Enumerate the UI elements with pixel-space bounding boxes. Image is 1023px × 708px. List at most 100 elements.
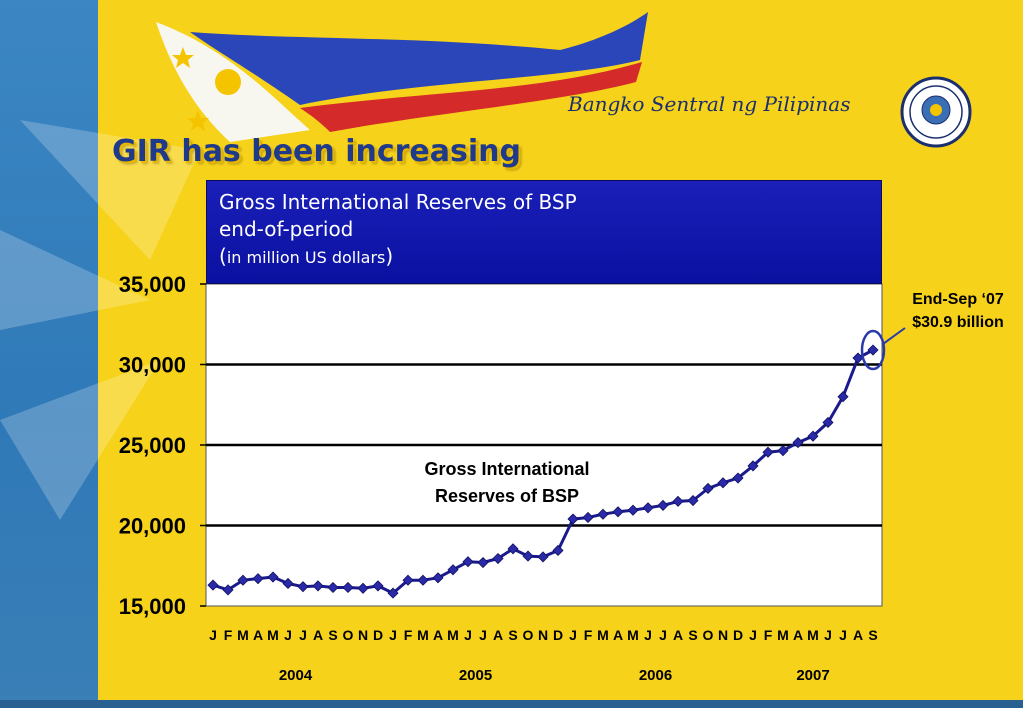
y-tick-label: 20,000 — [119, 514, 186, 539]
data-point — [537, 551, 549, 563]
year-label: 2005 — [459, 667, 492, 684]
data-point — [297, 581, 309, 593]
data-point — [672, 495, 684, 507]
x-tick-label: F — [584, 627, 593, 643]
x-tick-label: J — [299, 627, 307, 643]
x-tick-label: J — [284, 627, 292, 643]
chart-title-line-1: Gross International Reserves of BSP — [219, 190, 577, 214]
data-point — [342, 581, 354, 594]
x-tick-label: J — [839, 627, 847, 643]
data-point — [402, 574, 414, 586]
data-point — [657, 499, 669, 511]
philippine-flag-icon — [156, 12, 648, 142]
x-tick-label: A — [853, 627, 863, 643]
y-axis: 15,000 20,000 25,000 30,000 35,000 — [119, 272, 206, 619]
data-point — [702, 482, 714, 495]
slide-title: GIR has been increasing — [112, 134, 521, 169]
y-tick-label: 15,000 — [119, 594, 186, 619]
x-tick-label: O — [523, 627, 534, 643]
x-tick-label: A — [493, 627, 503, 643]
data-point — [477, 556, 489, 569]
data-point — [492, 552, 504, 565]
year-label: 2006 — [639, 667, 672, 684]
data-point — [417, 574, 429, 586]
data-point — [327, 581, 339, 594]
data-point — [252, 573, 264, 585]
annotation-leader — [882, 327, 906, 345]
data-point — [267, 571, 279, 583]
data-point — [597, 508, 609, 520]
x-tick-label: M — [807, 627, 819, 643]
x-tick-label: J — [749, 627, 757, 643]
x-tick-label: F — [404, 627, 413, 643]
x-tick-label: M — [267, 627, 279, 643]
series-gir — [207, 344, 879, 599]
data-point — [387, 587, 399, 599]
data-point — [357, 582, 369, 594]
data-point — [312, 580, 324, 592]
data-point — [822, 416, 834, 429]
year-axis: 2004 2005 2006 2007 — [279, 667, 830, 684]
chart-unit-text: in million US dollars — [226, 248, 386, 267]
x-tick-label: O — [703, 627, 714, 643]
data-point — [237, 574, 249, 586]
data-point — [732, 472, 744, 484]
data-point — [687, 494, 699, 507]
series-label-line-2: Reserves of BSP — [435, 486, 579, 506]
x-tick-label: J — [479, 627, 487, 643]
end-annotation-label: End-Sep ‘07 $30.9 billion — [893, 288, 1023, 334]
year-label: 2007 — [796, 667, 829, 684]
chart-unit: (in million US dollars) — [219, 244, 394, 268]
x-tick-label: S — [868, 627, 877, 643]
x-tick-label: M — [627, 627, 639, 643]
data-point — [762, 446, 774, 458]
data-point — [282, 577, 294, 590]
data-point — [642, 502, 654, 514]
x-tick-label: J — [464, 627, 472, 643]
x-tick-label: A — [253, 627, 263, 643]
end-annotation-line-2: $30.9 billion — [912, 314, 1004, 331]
data-point — [747, 460, 759, 472]
data-point — [207, 579, 219, 591]
x-tick-label: N — [358, 627, 368, 643]
bsp-seal-icon — [900, 76, 972, 148]
bottom-band — [0, 700, 1023, 708]
x-tick-label: M — [597, 627, 609, 643]
x-tick-label: M — [417, 627, 429, 643]
data-point — [612, 506, 624, 518]
y-tick-label: 30,000 — [119, 353, 186, 378]
annotation-circle — [860, 329, 886, 371]
brand-name: Bangko Sentral ng Pilipinas — [568, 92, 851, 116]
data-point — [432, 572, 444, 584]
chart-header-box: Gross International Reserves of BSP end-… — [206, 180, 882, 284]
x-tick-label: J — [209, 627, 217, 643]
data-point — [507, 543, 519, 555]
x-tick-label: O — [343, 627, 354, 643]
data-point — [792, 437, 804, 449]
x-tick-label: F — [224, 627, 233, 643]
x-tick-label: N — [718, 627, 728, 643]
end-annotation-line-1: End-Sep ‘07 — [912, 291, 1004, 308]
x-tick-label: J — [389, 627, 397, 643]
data-point — [462, 556, 474, 568]
data-point — [777, 445, 789, 457]
data-point — [552, 544, 564, 557]
x-tick-label: D — [553, 627, 563, 643]
x-tick-label: D — [373, 627, 383, 643]
x-tick-label: F — [764, 627, 773, 643]
x-tick-label: D — [733, 627, 743, 643]
x-tick-label: M — [237, 627, 249, 643]
x-tick-label: M — [777, 627, 789, 643]
x-tick-label: A — [673, 627, 683, 643]
data-point — [582, 511, 594, 524]
data-point — [447, 564, 459, 576]
year-label: 2004 — [279, 667, 313, 684]
series-label-line-1: Gross International — [424, 459, 589, 479]
x-tick-label: A — [313, 627, 323, 643]
data-point — [522, 550, 534, 562]
x-tick-label: J — [569, 627, 577, 643]
sun-rays-decoration — [0, 120, 200, 520]
x-tick-label: J — [659, 627, 667, 643]
